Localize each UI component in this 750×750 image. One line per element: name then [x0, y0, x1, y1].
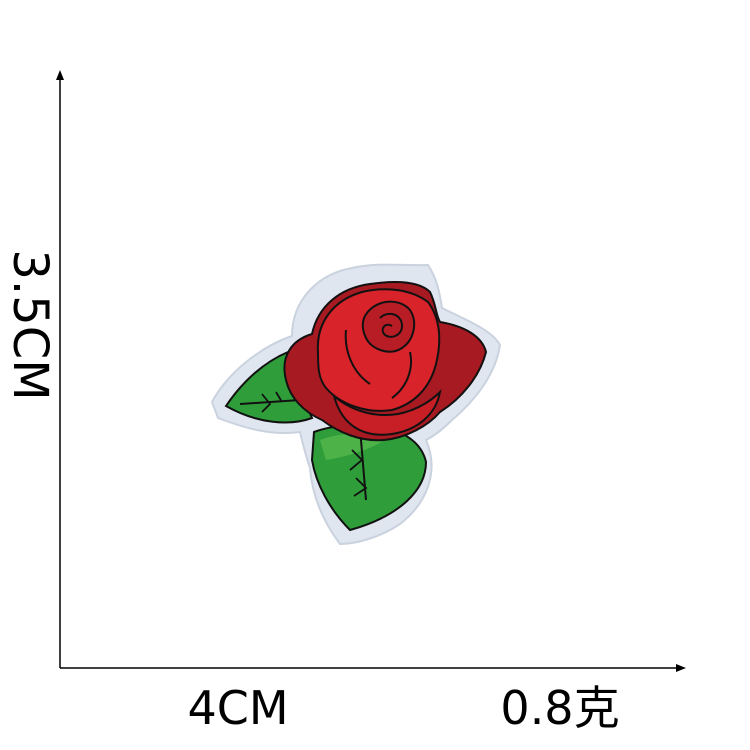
- rose-bud-spiral: [379, 312, 404, 338]
- horizontal-axis-arrowhead: [676, 664, 686, 672]
- width-dimension-label: 4CM: [187, 681, 289, 735]
- bottom-leaf-vein-branch: [349, 449, 368, 497]
- rose-patch-image: [210, 263, 502, 546]
- rose-bud-center: [361, 300, 416, 353]
- rose-petal-curl: [344, 329, 412, 399]
- height-dimension-label: 3.5CM: [2, 249, 58, 401]
- left-leaf-vein: [239, 399, 301, 405]
- vertical-axis-arrowhead: [56, 70, 64, 80]
- left-leaf-vein-branch: [261, 391, 283, 413]
- weight-label: 0.8克: [500, 681, 620, 735]
- rose-lower-petal: [332, 389, 442, 436]
